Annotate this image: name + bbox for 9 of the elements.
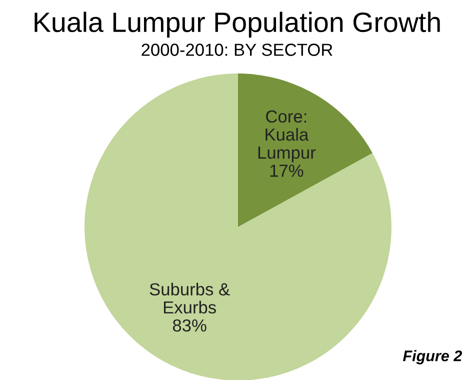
- data-label: 83%: [172, 319, 206, 332]
- caption: Figure 2: [403, 350, 462, 364]
- chart-title: Kuala Lumpur Population Growth: [34, 12, 440, 38]
- pie-slice: [84, 74, 392, 380]
- chart-subtitle: 2000-2010: BY SECTOR: [142, 44, 332, 56]
- slice-label: Core: Kuala Lumpur: [258, 110, 316, 162]
- data-label: 17%: [270, 164, 304, 177]
- pie-slice: [238, 74, 372, 227]
- slice-label: Suburbs & Exurbs: [150, 282, 230, 314]
